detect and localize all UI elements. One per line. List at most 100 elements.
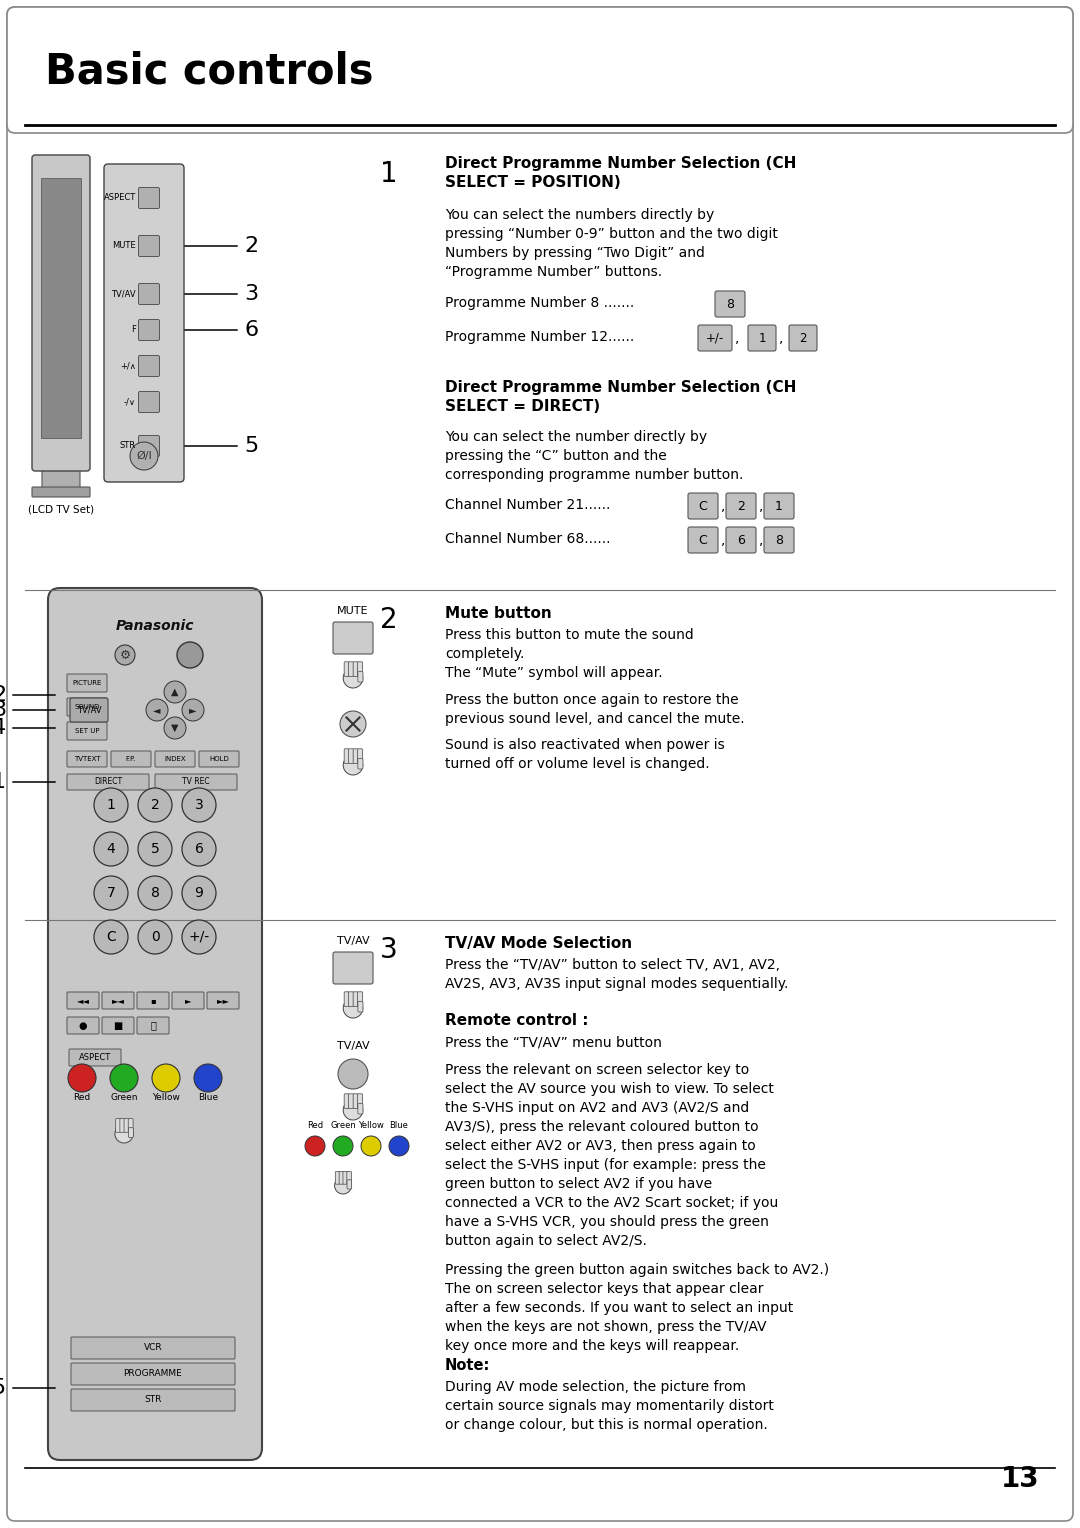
Text: 2: 2 — [799, 332, 807, 344]
FancyBboxPatch shape — [32, 487, 90, 497]
FancyBboxPatch shape — [67, 674, 107, 692]
Text: ,: , — [721, 533, 726, 547]
FancyBboxPatch shape — [349, 992, 354, 1007]
FancyBboxPatch shape — [67, 992, 99, 1008]
Text: 2: 2 — [737, 500, 745, 512]
Circle shape — [343, 1100, 363, 1120]
FancyBboxPatch shape — [6, 8, 1074, 133]
FancyBboxPatch shape — [343, 1172, 348, 1184]
Circle shape — [68, 1063, 96, 1093]
Circle shape — [94, 833, 129, 866]
FancyBboxPatch shape — [764, 494, 794, 520]
Text: 2: 2 — [244, 235, 258, 257]
Circle shape — [389, 1135, 409, 1157]
Text: 6: 6 — [737, 533, 745, 547]
FancyBboxPatch shape — [156, 775, 237, 790]
Text: ⚙: ⚙ — [120, 648, 131, 662]
Circle shape — [94, 876, 129, 911]
FancyBboxPatch shape — [67, 698, 107, 717]
Text: ◄: ◄ — [153, 704, 161, 715]
FancyBboxPatch shape — [688, 494, 718, 520]
Text: Channel Number 68......: Channel Number 68...... — [445, 532, 610, 545]
Circle shape — [138, 920, 172, 953]
Text: ►►: ►► — [216, 996, 229, 1005]
FancyBboxPatch shape — [357, 1094, 363, 1108]
Circle shape — [138, 833, 172, 866]
Circle shape — [183, 788, 216, 822]
FancyBboxPatch shape — [347, 1180, 352, 1189]
FancyBboxPatch shape — [345, 992, 349, 1007]
Circle shape — [138, 788, 172, 822]
Text: Press the “TV/AV” button to select TV, AV1, AV2,
AV2S, AV3, AV3S input signal mo: Press the “TV/AV” button to select TV, A… — [445, 958, 788, 992]
Text: TV/AV: TV/AV — [337, 937, 369, 946]
FancyBboxPatch shape — [67, 1018, 99, 1034]
Text: INDEX: INDEX — [164, 756, 186, 762]
Text: Press the “TV/AV” menu button: Press the “TV/AV” menu button — [445, 1034, 662, 1050]
Text: 3: 3 — [380, 937, 397, 964]
Text: Direct Programme Number Selection (CH
SELECT = POSITION): Direct Programme Number Selection (CH SE… — [445, 156, 796, 189]
Text: STR: STR — [145, 1395, 162, 1404]
FancyBboxPatch shape — [71, 1389, 235, 1410]
Text: 6: 6 — [244, 319, 258, 341]
FancyBboxPatch shape — [138, 435, 160, 457]
Text: 13: 13 — [1001, 1465, 1040, 1493]
FancyBboxPatch shape — [333, 622, 373, 654]
Text: Green: Green — [330, 1122, 356, 1131]
Text: ASPECT: ASPECT — [104, 194, 136, 203]
FancyBboxPatch shape — [104, 163, 184, 481]
FancyBboxPatch shape — [349, 1094, 354, 1108]
Text: 8: 8 — [775, 533, 783, 547]
Text: C: C — [106, 931, 116, 944]
FancyBboxPatch shape — [698, 325, 732, 351]
Text: Pressing the green button again switches back to AV2.)
The on screen selector ke: Pressing the green button again switches… — [445, 1264, 829, 1352]
Text: +/-: +/- — [188, 931, 210, 944]
FancyBboxPatch shape — [124, 1118, 129, 1132]
Text: ◄◄: ◄◄ — [77, 996, 90, 1005]
Text: ,: , — [779, 332, 783, 345]
Text: ●: ● — [79, 1021, 87, 1030]
Text: F.P.: F.P. — [125, 756, 136, 762]
FancyBboxPatch shape — [70, 698, 108, 723]
FancyBboxPatch shape — [129, 1128, 133, 1137]
FancyBboxPatch shape — [137, 992, 168, 1008]
Text: Press the button once again to restore the
previous sound level, and cancel the : Press the button once again to restore t… — [445, 694, 744, 726]
Circle shape — [94, 920, 129, 953]
FancyBboxPatch shape — [353, 749, 359, 764]
FancyBboxPatch shape — [688, 527, 718, 553]
FancyBboxPatch shape — [6, 8, 1074, 1520]
Text: 1: 1 — [0, 772, 6, 792]
Text: Programme Number 8 .......: Programme Number 8 ....... — [445, 296, 634, 310]
Circle shape — [183, 833, 216, 866]
FancyBboxPatch shape — [199, 750, 239, 767]
Text: ▼: ▼ — [172, 723, 179, 733]
Text: VCR: VCR — [144, 1343, 162, 1352]
Circle shape — [164, 717, 186, 740]
Text: Programme Number 12......: Programme Number 12...... — [445, 330, 634, 344]
Circle shape — [146, 698, 168, 721]
Text: Channel Number 21......: Channel Number 21...... — [445, 498, 610, 512]
Text: ▪: ▪ — [150, 996, 156, 1005]
Text: You can select the numbers directly by
pressing “Number 0-9” button and the two : You can select the numbers directly by p… — [445, 208, 778, 278]
Text: 1: 1 — [107, 798, 116, 811]
Text: 6: 6 — [194, 842, 203, 856]
Text: ►: ► — [185, 996, 191, 1005]
Text: HOLD: HOLD — [210, 756, 229, 762]
Text: Ø/I: Ø/I — [136, 451, 152, 461]
Text: TV/AV Mode Selection: TV/AV Mode Selection — [445, 937, 632, 950]
FancyBboxPatch shape — [67, 723, 107, 740]
FancyBboxPatch shape — [357, 758, 363, 769]
Text: 0: 0 — [150, 931, 160, 944]
FancyBboxPatch shape — [207, 992, 239, 1008]
Text: TV/AV: TV/AV — [77, 706, 102, 715]
Text: TV/AV: TV/AV — [111, 289, 136, 298]
FancyBboxPatch shape — [726, 494, 756, 520]
FancyBboxPatch shape — [764, 527, 794, 553]
FancyBboxPatch shape — [67, 750, 107, 767]
Text: 7: 7 — [107, 886, 116, 900]
Text: ►: ► — [189, 704, 197, 715]
Circle shape — [177, 642, 203, 668]
Text: ,: , — [759, 500, 764, 513]
Text: 9: 9 — [194, 886, 203, 900]
Text: +/∧: +/∧ — [120, 362, 136, 370]
Text: ,: , — [759, 533, 764, 547]
